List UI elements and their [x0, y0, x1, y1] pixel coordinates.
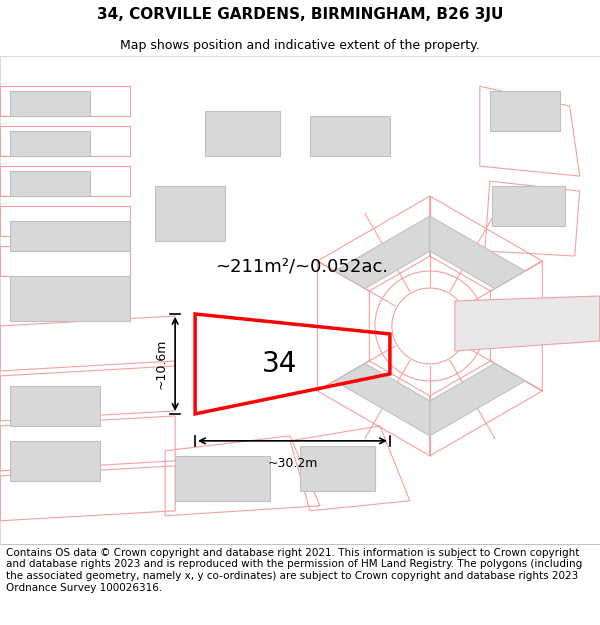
Polygon shape: [300, 446, 375, 491]
Polygon shape: [10, 386, 100, 426]
Polygon shape: [155, 186, 225, 241]
Polygon shape: [10, 221, 130, 251]
Text: Contains OS data © Crown copyright and database right 2021. This information is : Contains OS data © Crown copyright and d…: [6, 548, 582, 592]
Text: 34: 34: [262, 350, 298, 378]
Polygon shape: [490, 91, 560, 131]
Polygon shape: [10, 171, 90, 196]
Text: Map shows position and indicative extent of the property.: Map shows position and indicative extent…: [120, 39, 480, 51]
Polygon shape: [205, 111, 280, 156]
Polygon shape: [10, 441, 100, 481]
Polygon shape: [10, 131, 90, 156]
Polygon shape: [430, 363, 525, 436]
Polygon shape: [335, 363, 430, 436]
Polygon shape: [455, 296, 599, 351]
Text: ~30.2m: ~30.2m: [268, 457, 317, 470]
Polygon shape: [335, 216, 430, 289]
Polygon shape: [430, 216, 525, 289]
Polygon shape: [10, 91, 90, 116]
Polygon shape: [10, 276, 130, 321]
Polygon shape: [492, 186, 565, 226]
Text: 34, CORVILLE GARDENS, BIRMINGHAM, B26 3JU: 34, CORVILLE GARDENS, BIRMINGHAM, B26 3J…: [97, 6, 503, 21]
Polygon shape: [175, 456, 270, 501]
Text: ~10.6m: ~10.6m: [154, 339, 167, 389]
Polygon shape: [310, 116, 390, 156]
Text: ~211m²/~0.052ac.: ~211m²/~0.052ac.: [215, 257, 388, 275]
